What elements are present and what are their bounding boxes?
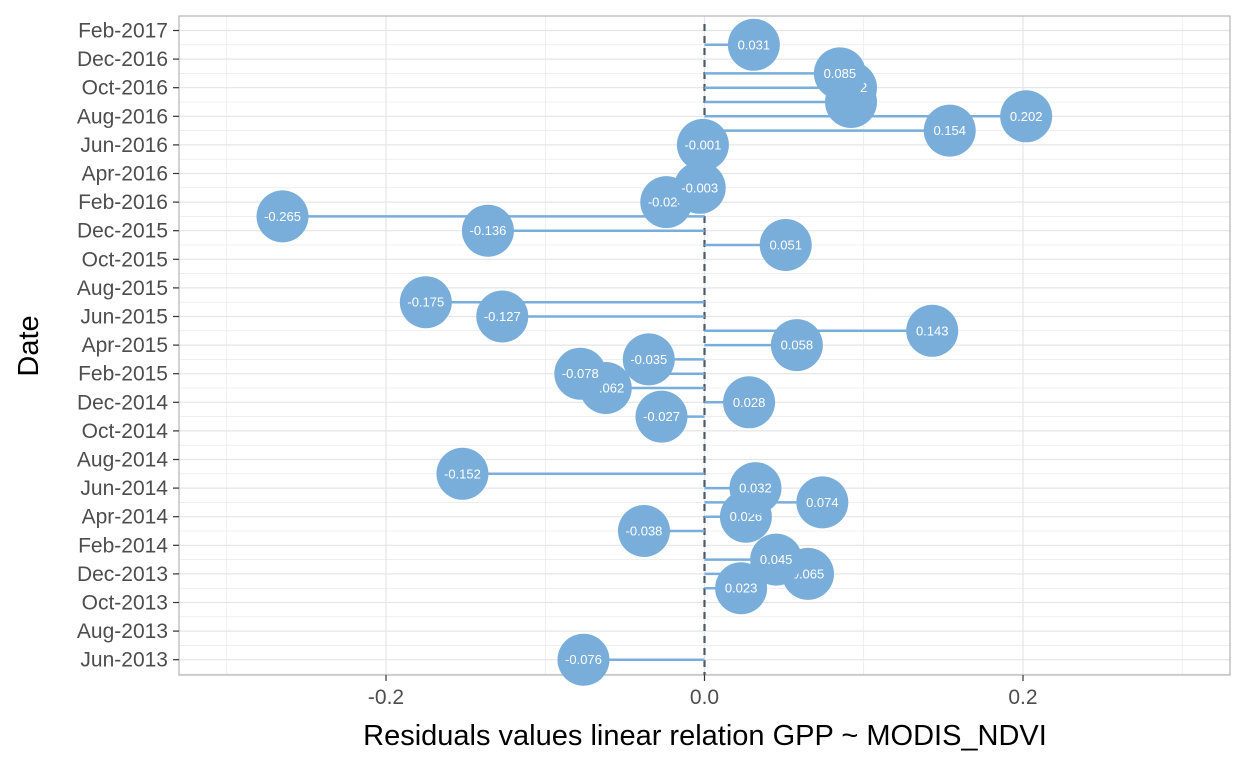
y-tick-label: Feb-2016	[78, 191, 168, 214]
y-tick-label: Jun-2016	[80, 134, 168, 157]
data-point	[1000, 90, 1053, 143]
x-tick-label: 0.0	[690, 686, 719, 709]
data-label: -0.024	[648, 195, 685, 210]
data-label: -0.152	[444, 466, 481, 481]
data-label: -0.027	[643, 409, 680, 424]
data-point	[461, 204, 514, 257]
data-point	[399, 276, 452, 329]
y-tick-label: Aug-2016	[77, 105, 168, 128]
data-label: -0.175	[407, 295, 444, 310]
data-point	[617, 505, 670, 557]
y-tick-label: Apr-2016	[82, 163, 168, 186]
data-label: -0.265	[264, 209, 301, 224]
x-tick-label: -0.2	[368, 686, 404, 709]
data-label: 0.031	[738, 37, 771, 52]
y-tick-label: Oct-2015	[82, 248, 168, 271]
data-point	[813, 47, 866, 100]
data-label: 0.032	[739, 481, 772, 496]
data-point	[923, 104, 976, 157]
y-tick-label: Oct-2016	[82, 77, 168, 100]
data-point	[256, 190, 309, 243]
data-point	[557, 633, 610, 686]
data-point	[715, 562, 768, 615]
y-tick-label: Feb-2014	[78, 534, 168, 557]
data-point	[750, 533, 803, 586]
y-tick-label: Aug-2015	[77, 277, 168, 300]
y-tick-label: Dec-2015	[77, 220, 168, 243]
data-label: 0.045	[760, 552, 793, 567]
data-point	[554, 347, 607, 400]
axis-layer: Jun-2013 Aug-2013 Oct-2013 Dec-2013 Feb-2014…	[77, 20, 1038, 710]
data-point	[476, 290, 529, 343]
x-tick-label: 0.2	[1008, 686, 1037, 709]
y-tick-label: Aug-2014	[77, 449, 168, 472]
data-label: -0.003	[681, 180, 718, 195]
data-label: 0.058	[781, 338, 814, 353]
y-tick-label: Dec-2016	[77, 48, 168, 71]
y-tick-label: Apr-2014	[82, 506, 169, 529]
y-tick-label: Jun-2013	[80, 649, 168, 672]
data-label: -0.038	[626, 524, 663, 539]
data-point	[729, 462, 782, 515]
data-label: 0.143	[916, 323, 949, 338]
data-label: 0.023	[725, 581, 758, 596]
data-label: 0.202	[1010, 109, 1043, 124]
y-axis-title: Date	[13, 315, 45, 376]
y-tick-label: Dec-2014	[77, 391, 168, 414]
data-point	[676, 118, 729, 171]
y-tick-label: Dec-2013	[77, 563, 168, 586]
data-point	[723, 376, 776, 429]
data-point	[436, 447, 489, 500]
data-label: 0.085	[824, 66, 857, 81]
y-tick-label: Oct-2013	[82, 592, 168, 615]
y-tick-label: Feb-2015	[78, 363, 168, 386]
data-label: -0.136	[469, 223, 506, 238]
data-point	[635, 390, 688, 443]
y-tick-label: Jun-2015	[80, 306, 168, 329]
data-label: 0.154	[933, 123, 966, 138]
y-tick-label: Oct-2014	[82, 420, 169, 443]
data-point	[759, 219, 812, 271]
y-tick-label: Apr-2015	[82, 334, 168, 357]
data-label: 0.074	[806, 495, 839, 510]
data-point	[906, 304, 959, 357]
y-tick-label: Jun-2014	[80, 477, 168, 500]
data-label: -0.076	[565, 652, 602, 667]
data-label: -0.127	[484, 309, 521, 324]
y-tick-label: Feb-2017	[78, 20, 168, 43]
data-point	[770, 319, 823, 372]
data-label: -0.035	[630, 352, 667, 367]
data-label: -0.078	[562, 366, 599, 381]
x-axis-title: Residuals values linear relation GPP ~ M…	[363, 720, 1047, 752]
data-point	[796, 476, 849, 529]
data-label: -0.001	[684, 137, 721, 152]
data-label: 0.028	[733, 395, 766, 410]
data-point	[673, 161, 726, 214]
point-layer: -0.0760.0230.0650.045-0.0380.0260.0740.0…	[256, 18, 1053, 686]
data-label: 0.051	[769, 238, 802, 253]
y-tick-label: Aug-2013	[77, 620, 168, 643]
data-point	[622, 333, 675, 386]
data-point	[727, 18, 780, 71]
